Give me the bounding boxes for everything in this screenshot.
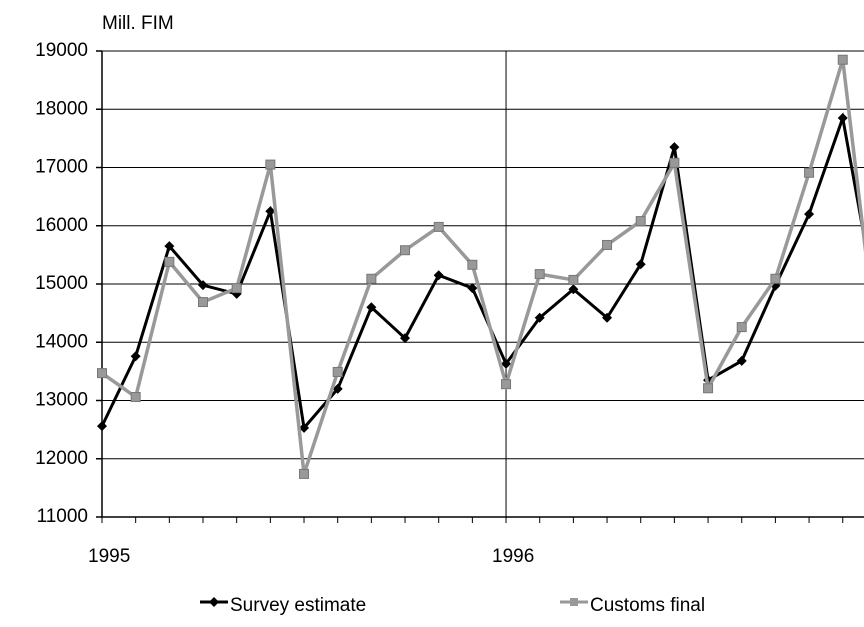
legend-marker <box>570 598 578 606</box>
legend-marker <box>209 597 219 607</box>
y-axis-label: Mill. FIM <box>102 13 174 34</box>
marker <box>467 259 478 270</box>
marker <box>669 157 680 168</box>
marker <box>568 274 579 285</box>
y-tick-label: 16000 <box>35 215 88 236</box>
legend-item: Customs final <box>560 595 705 616</box>
y-tick-label: 17000 <box>35 157 88 178</box>
marker <box>534 269 545 280</box>
marker <box>198 280 209 291</box>
y-tick-label: 14000 <box>35 331 88 352</box>
marker <box>164 241 175 252</box>
plot-area <box>97 54 864 479</box>
marker <box>299 422 310 433</box>
marker <box>130 351 141 362</box>
marker <box>299 468 310 479</box>
y-tick-label: 19000 <box>35 40 88 61</box>
marker <box>602 239 613 250</box>
marker <box>198 297 209 308</box>
marker <box>703 383 714 394</box>
marker <box>501 379 512 390</box>
y-tick-label: 13000 <box>35 390 88 411</box>
marker <box>837 54 848 65</box>
marker <box>400 245 411 256</box>
marker <box>837 112 848 123</box>
marker <box>736 322 747 333</box>
marker <box>602 312 613 323</box>
marker <box>770 273 781 284</box>
marker <box>97 421 107 432</box>
marker <box>130 392 141 403</box>
marker <box>501 358 512 369</box>
marker <box>97 368 107 379</box>
marker <box>366 302 377 313</box>
x-tick-label: 1995 <box>88 546 130 567</box>
marker <box>265 159 276 170</box>
series-line <box>100 59 864 475</box>
x-tick-label: 1996 <box>492 546 534 567</box>
marker <box>400 333 411 344</box>
marker <box>332 366 343 377</box>
marker <box>635 259 646 270</box>
marker <box>433 270 444 281</box>
marker <box>635 216 646 227</box>
legend-label: Customs final <box>590 595 705 616</box>
marker <box>164 256 175 267</box>
marker <box>467 283 478 294</box>
y-tick-label: 11000 <box>37 506 88 527</box>
marker <box>534 312 545 323</box>
legend-label: Survey estimate <box>230 595 366 616</box>
marker <box>804 167 815 178</box>
marker <box>332 383 343 394</box>
marker <box>231 283 242 294</box>
marker <box>265 206 276 217</box>
marker <box>433 221 444 232</box>
marker <box>366 273 377 284</box>
marker <box>804 209 815 220</box>
y-tick-label: 18000 <box>35 98 88 119</box>
legend-item: Survey estimate <box>200 595 366 616</box>
marker <box>568 284 579 295</box>
marker <box>736 355 747 366</box>
y-tick-label: 15000 <box>35 273 88 294</box>
y-tick-label: 12000 <box>35 448 88 469</box>
marker <box>669 142 680 153</box>
